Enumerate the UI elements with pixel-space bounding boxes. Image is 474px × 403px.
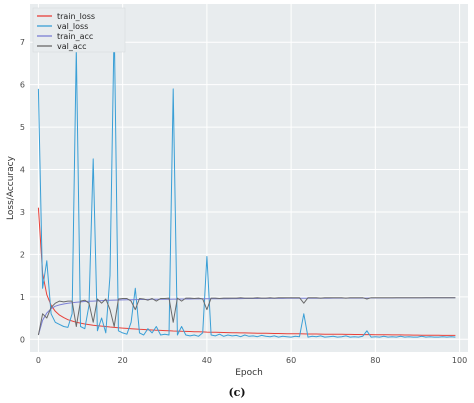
x-tick-label: 60: [286, 356, 296, 365]
x-tick-label: 100: [452, 356, 467, 365]
legend-label: val_loss: [57, 22, 88, 31]
grid-lines: [30, 4, 468, 352]
y-tick-label: 0: [20, 335, 25, 344]
legend-label: val_acc: [57, 42, 87, 51]
legend-label: train_acc: [57, 32, 93, 41]
x-axis-ticks: 0 20 40 60 80 100: [36, 356, 467, 365]
x-axis-label: Epoch: [235, 368, 263, 378]
legend-label: train_loss: [57, 12, 95, 21]
y-tick-label: 4: [20, 166, 25, 175]
y-tick-label: 6: [20, 81, 25, 90]
x-tick-label: 40: [202, 356, 212, 365]
figure-caption: (c): [228, 386, 245, 399]
series-train-loss-line: [37, 207, 456, 336]
series-lines: [37, 22, 456, 338]
legend-box: [32, 7, 126, 53]
x-tick-label: 20: [118, 356, 128, 365]
series-val-acc-line: [37, 297, 456, 336]
plot-area: [30, 4, 468, 352]
y-axis-label: Loss/Accuracy: [6, 155, 16, 220]
y-tick-label: 7: [20, 38, 25, 47]
x-tick-label: 0: [36, 356, 41, 365]
y-tick-label: 2: [20, 250, 25, 259]
y-tick-label: 3: [20, 208, 25, 217]
y-axis-ticks: 0 1 2 3 4 5 6 7: [20, 38, 25, 344]
y-tick-label: 5: [20, 123, 25, 132]
y-tick-label: 1: [20, 293, 25, 302]
x-tick-label: 80: [370, 356, 380, 365]
